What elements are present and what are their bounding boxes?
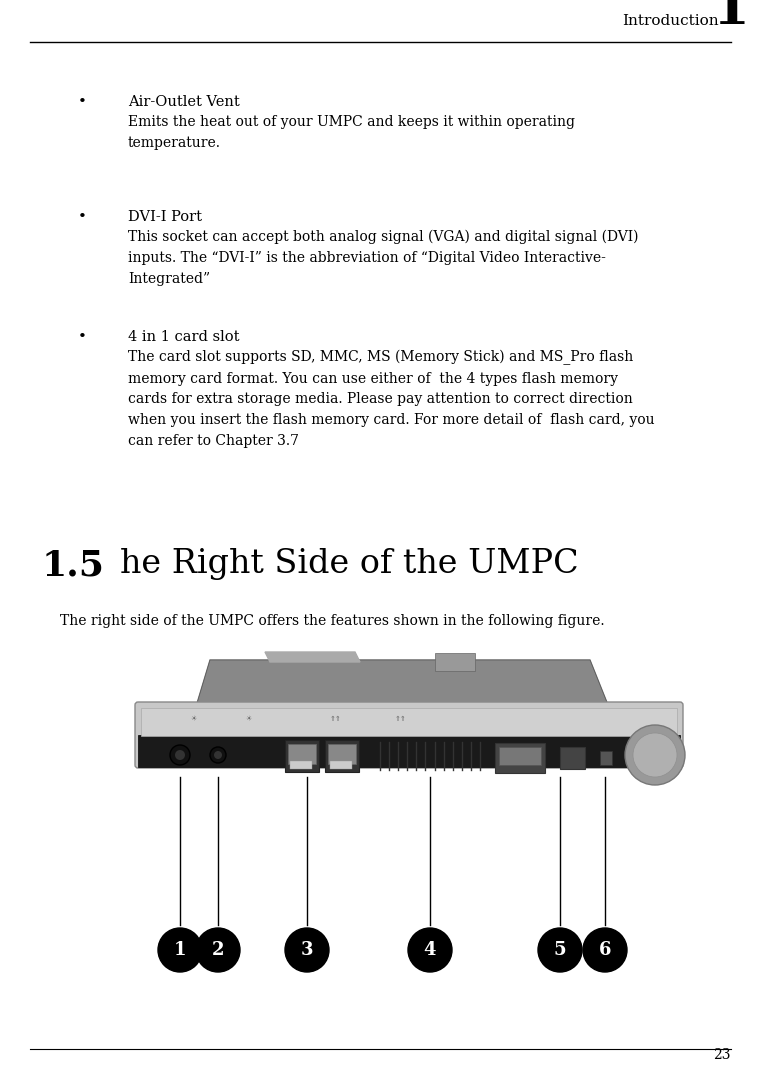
Text: 1: 1	[713, 0, 750, 34]
Circle shape	[633, 733, 677, 777]
Text: This socket can accept both analog signal (VGA) and digital signal (DVI)
inputs.: This socket can accept both analog signa…	[128, 230, 638, 285]
Bar	[285, 740, 319, 772]
Text: 1: 1	[174, 941, 186, 959]
Text: The card slot supports SD, MMC, MS (Memory Stick) and MS_Pro flash
memory card f: The card slot supports SD, MMC, MS (Memo…	[128, 350, 654, 448]
Circle shape	[210, 747, 226, 763]
Text: 1.5: 1.5	[42, 548, 105, 582]
Text: 4: 4	[424, 941, 436, 959]
Bar	[435, 653, 475, 671]
Text: 23: 23	[714, 1048, 731, 1062]
Text: ⇑⇑: ⇑⇑	[395, 716, 406, 722]
Bar	[330, 761, 352, 769]
Bar	[328, 744, 356, 764]
Text: •: •	[78, 95, 87, 109]
Circle shape	[285, 928, 329, 973]
Text: Air-Outlet Vent: Air-Outlet Vent	[128, 95, 240, 109]
Circle shape	[538, 928, 582, 973]
Bar	[600, 751, 612, 765]
Text: he Right Side of the UMPC: he Right Side of the UMPC	[120, 548, 578, 581]
Circle shape	[175, 750, 185, 760]
Polygon shape	[195, 660, 610, 710]
Text: 2: 2	[212, 941, 224, 959]
Polygon shape	[265, 652, 360, 662]
Text: ☀: ☀	[190, 716, 196, 722]
Circle shape	[408, 928, 452, 973]
Bar	[141, 708, 677, 736]
Text: Introduction: Introduction	[622, 14, 719, 28]
Text: 4 in 1 card slot: 4 in 1 card slot	[128, 330, 240, 344]
Circle shape	[158, 928, 202, 973]
Circle shape	[625, 725, 685, 785]
Circle shape	[583, 928, 627, 973]
Bar	[288, 744, 316, 764]
Text: 5: 5	[554, 941, 566, 959]
Text: Emits the heat out of your UMPC and keeps it within operating
temperature.: Emits the heat out of your UMPC and keep…	[128, 115, 575, 150]
Text: 3: 3	[301, 941, 314, 959]
Text: ⇑⇑: ⇑⇑	[330, 716, 342, 722]
Circle shape	[196, 928, 240, 973]
Bar	[495, 743, 545, 773]
FancyBboxPatch shape	[135, 702, 683, 768]
Bar	[325, 740, 359, 772]
Circle shape	[214, 751, 222, 759]
Text: •: •	[78, 330, 87, 344]
Bar	[560, 747, 585, 769]
Text: •: •	[78, 210, 87, 224]
Bar	[290, 761, 312, 769]
Bar	[138, 735, 680, 767]
Text: 6: 6	[599, 941, 611, 959]
Bar	[499, 747, 541, 765]
Text: The right side of the UMPC offers the features shown in the following figure.: The right side of the UMPC offers the fe…	[60, 614, 605, 628]
Text: ☀: ☀	[245, 716, 251, 722]
Text: DVI-I Port: DVI-I Port	[128, 210, 202, 224]
Circle shape	[170, 745, 190, 765]
